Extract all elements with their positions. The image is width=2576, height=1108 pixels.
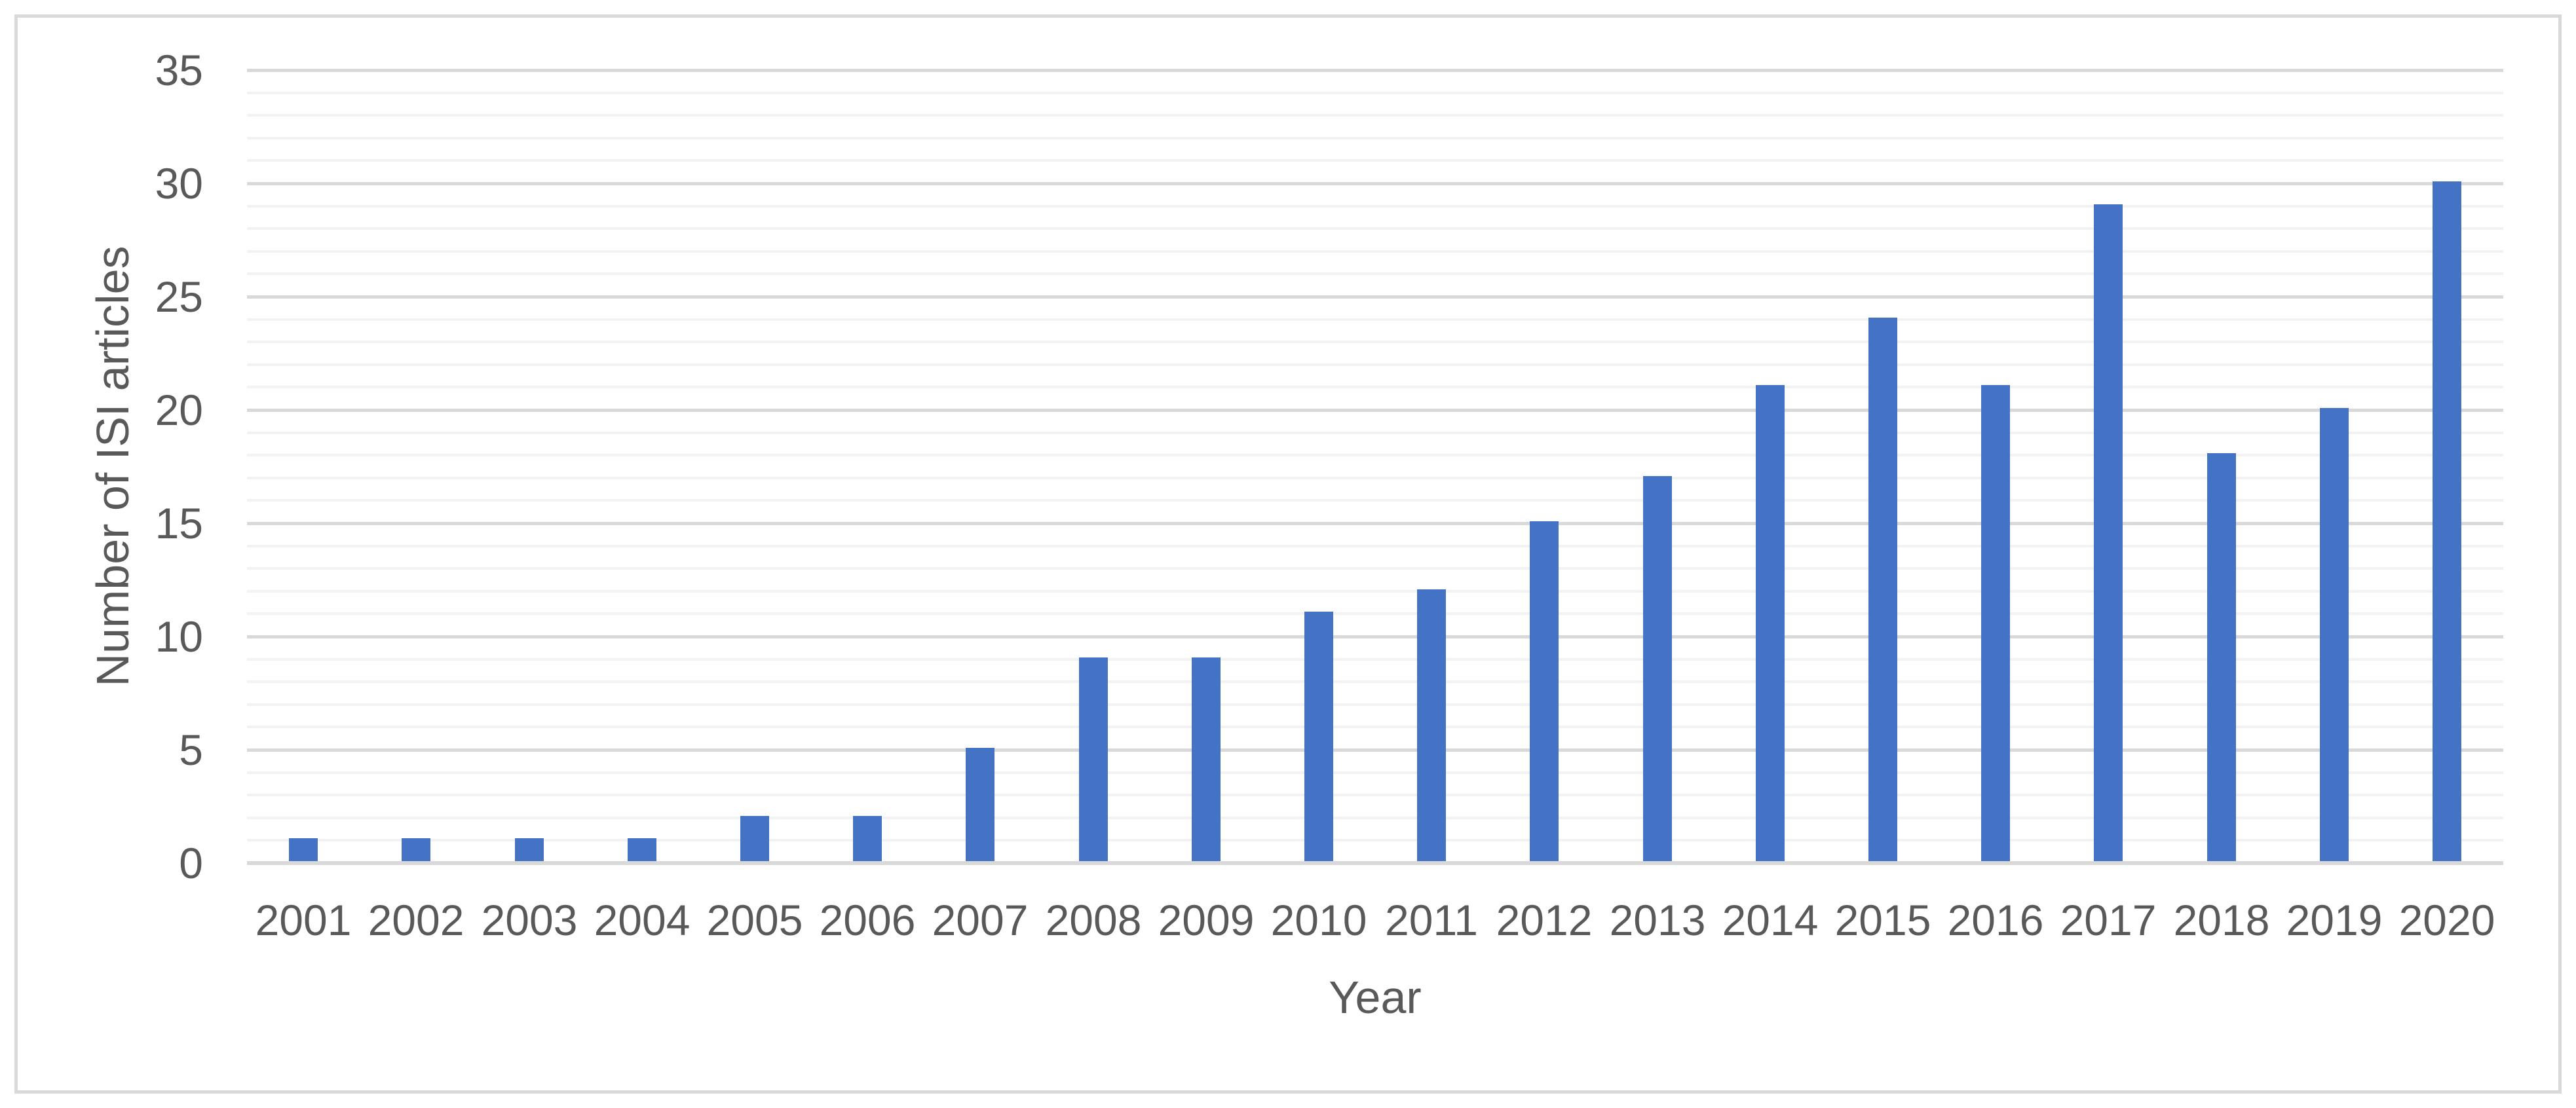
minor-gridline <box>247 159 2503 162</box>
x-tick-label: 2012 <box>1496 896 1593 944</box>
minor-gridline <box>247 726 2503 728</box>
bar-2001 <box>289 838 318 861</box>
x-tick-label: 2013 <box>1609 896 1706 944</box>
minor-gridline <box>247 386 2503 388</box>
x-tick-label: 2006 <box>819 896 916 944</box>
minor-gridline <box>247 137 2503 139</box>
x-tick-label: 2002 <box>368 896 464 944</box>
minor-gridline <box>247 272 2503 275</box>
x-tick-label: 2004 <box>594 896 691 944</box>
minor-gridline <box>247 658 2503 661</box>
bar-2003 <box>515 838 544 861</box>
bar-2008 <box>1079 657 1108 861</box>
y-tick-label: 25 <box>155 272 203 321</box>
bar-2020 <box>2433 181 2461 861</box>
minor-gridline <box>247 363 2503 366</box>
minor-gridline <box>247 612 2503 615</box>
bar-2019 <box>2320 408 2349 861</box>
bar-2018 <box>2207 453 2236 861</box>
bar-2004 <box>628 838 656 861</box>
bar-2012 <box>1530 521 1559 861</box>
x-tick-label: 2008 <box>1045 896 1142 944</box>
minor-gridline <box>247 590 2503 593</box>
x-axis-line <box>247 861 2503 865</box>
major-gridline <box>247 69 2503 72</box>
minor-gridline <box>247 250 2503 253</box>
x-tick-label: 2005 <box>706 896 803 944</box>
bar-2010 <box>1304 612 1333 861</box>
plot-area <box>247 70 2503 863</box>
minor-gridline <box>247 545 2503 547</box>
bar-2013 <box>1643 476 1672 861</box>
y-tick-label: 30 <box>155 159 203 208</box>
x-tick-label: 2017 <box>2060 896 2157 944</box>
x-tick-label: 2020 <box>2398 896 2495 944</box>
minor-gridline <box>247 114 2503 117</box>
minor-gridline <box>247 839 2503 841</box>
minor-gridline <box>247 703 2503 706</box>
x-tick-label: 2001 <box>255 896 352 944</box>
minor-gridline <box>247 771 2503 774</box>
minor-gridline <box>247 499 2503 502</box>
bar-2002 <box>402 838 430 861</box>
x-axis-title: Year <box>1329 972 1422 1023</box>
minor-gridline <box>247 341 2503 343</box>
x-tick-label: 2014 <box>1722 896 1819 944</box>
minor-gridline <box>247 318 2503 321</box>
x-tick-label: 2007 <box>932 896 1029 944</box>
bar-2014 <box>1756 385 1785 861</box>
y-axis-title: Number of ISI articles <box>87 246 138 687</box>
x-tick-label: 2019 <box>2286 896 2383 944</box>
y-tick-label: 0 <box>179 839 203 887</box>
x-tick-label: 2015 <box>1834 896 1931 944</box>
x-tick-label: 2003 <box>481 896 578 944</box>
bar-2009 <box>1192 657 1221 861</box>
y-tick-label: 35 <box>155 46 203 94</box>
minor-gridline <box>247 567 2503 570</box>
x-tick-label: 2011 <box>1385 896 1478 944</box>
major-gridline <box>247 522 2503 525</box>
minor-gridline <box>247 817 2503 819</box>
x-tick-label: 2009 <box>1158 896 1255 944</box>
bar-2007 <box>966 748 994 861</box>
minor-gridline <box>247 680 2503 683</box>
y-tick-label: 10 <box>155 612 203 661</box>
x-tick-label: 2010 <box>1270 896 1367 944</box>
minor-gridline <box>247 477 2503 479</box>
minor-gridline <box>247 92 2503 94</box>
x-tick-label: 2016 <box>1947 896 2044 944</box>
figure-border <box>14 14 2562 1094</box>
bar-2005 <box>740 816 769 861</box>
bar-2006 <box>853 816 882 861</box>
y-tick-label: 20 <box>155 386 203 434</box>
minor-gridline <box>247 432 2503 434</box>
major-gridline <box>247 409 2503 412</box>
minor-gridline <box>247 794 2503 796</box>
y-tick-label: 15 <box>155 499 203 547</box>
bar-2017 <box>2094 204 2123 861</box>
minor-gridline <box>247 227 2503 230</box>
major-gridline <box>247 295 2503 299</box>
y-tick-label: 5 <box>179 726 203 774</box>
bar-2011 <box>1417 589 1446 861</box>
bar-2015 <box>1868 318 1897 861</box>
major-gridline <box>247 748 2503 752</box>
major-gridline <box>247 182 2503 185</box>
bar-2016 <box>1981 385 2010 861</box>
minor-gridline <box>247 205 2503 208</box>
x-tick-label: 2018 <box>2173 896 2270 944</box>
minor-gridline <box>247 454 2503 456</box>
major-gridline <box>247 635 2503 638</box>
